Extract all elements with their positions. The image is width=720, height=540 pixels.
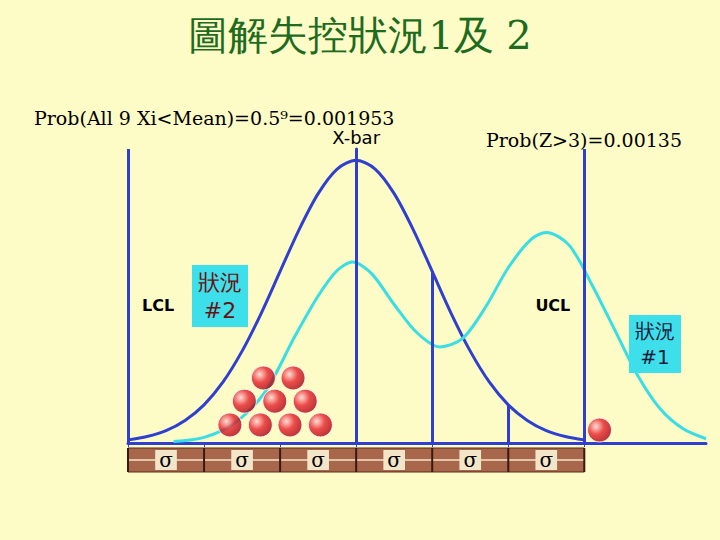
svg-text:X-bar: X-bar <box>332 127 380 148</box>
svg-text:#2: #2 <box>204 298 236 323</box>
svg-text:狀況: 狀況 <box>198 270 242 295</box>
svg-text:Prob(All 9 Xi<Mean)=0.5⁹=0.001: Prob(All 9 Xi<Mean)=0.5⁹=0.001953 <box>34 107 394 129</box>
svg-text:σ: σ <box>311 448 325 472</box>
svg-text:圖解失控狀況1及 2: 圖解失控狀況1及 2 <box>188 12 532 58</box>
svg-text:狀況: 狀況 <box>635 319 675 343</box>
svg-text:σ: σ <box>235 448 249 472</box>
svg-text:σ: σ <box>539 448 553 472</box>
svg-text:σ: σ <box>463 448 477 472</box>
svg-text:σ: σ <box>387 448 401 472</box>
svg-text:UCL: UCL <box>535 296 570 315</box>
svg-text:LCL: LCL <box>142 296 174 315</box>
svg-text:#1: #1 <box>640 345 669 369</box>
svg-text:σ: σ <box>159 448 173 472</box>
svg-text:Prob(Z>3)=0.00135: Prob(Z>3)=0.00135 <box>486 129 682 151</box>
